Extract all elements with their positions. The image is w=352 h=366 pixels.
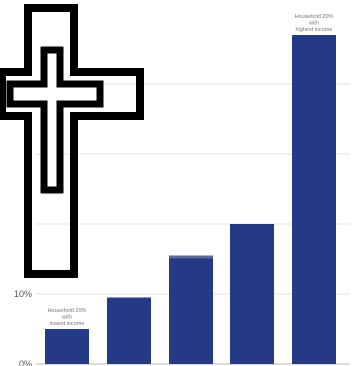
bar-annotation-line: Household 20% — [295, 14, 334, 20]
y-tick-label: 10% — [14, 289, 32, 299]
bar-annotation-line: highest income — [296, 27, 333, 33]
bar-annotation-line: Household 20% — [48, 308, 87, 314]
bar-4 — [230, 224, 274, 364]
cross-inner-outline — [6, 46, 104, 194]
y-tick-label: 0% — [19, 359, 32, 366]
bar-3-top-edge — [169, 255, 213, 259]
bar-1 — [45, 329, 89, 364]
bar-5 — [292, 35, 336, 364]
bar-annotation-line: lowest income — [50, 321, 85, 327]
cross-icon — [0, 4, 144, 278]
bar-annotation-line: with — [61, 315, 72, 321]
bar-2 — [107, 297, 151, 364]
bar-3 — [169, 255, 213, 364]
bar-annotation-line: with — [308, 21, 319, 27]
bar-layer — [45, 35, 336, 364]
cross-outer-outline — [0, 4, 144, 278]
tick-layer: 0% 10% — [14, 289, 32, 366]
